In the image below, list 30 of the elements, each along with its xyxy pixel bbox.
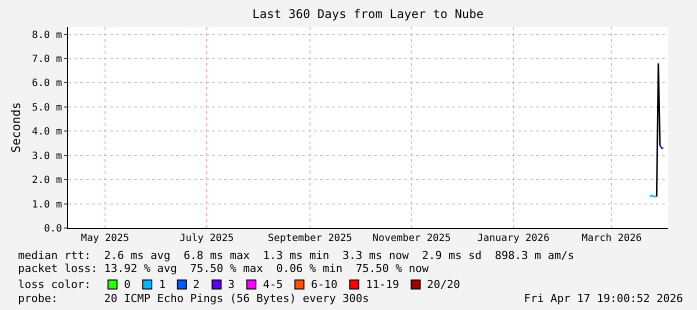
y-tick-label: 8.0 m xyxy=(32,30,62,41)
x-tick-label: July 2025 xyxy=(180,233,234,244)
y-tick-label: 5.0 m xyxy=(32,102,62,114)
legend-title: loss color: xyxy=(18,278,91,291)
y-axis-title: Seconds xyxy=(9,102,24,153)
legend-label: 4-5 xyxy=(263,278,283,291)
y-tick-label: 6.0 m xyxy=(32,78,62,90)
legend-label: 1 xyxy=(159,278,166,291)
text: median rtt: 2.6 ms avg 6.8 ms max 1.3 ms min 3.3 ms now 2.9 ms sd 898.3 m am/s xyxy=(18,249,574,262)
y-tick-label: 4.0 m xyxy=(32,126,62,138)
legend-label: 0 xyxy=(124,278,131,291)
legend-label: 2 xyxy=(193,278,200,291)
legend-label: 3 xyxy=(228,278,235,291)
text: packet loss: 13.92 % avg 75.50 % max 0.06 % min 75.50 % now xyxy=(18,262,429,275)
y-tick-label: 2.0 m xyxy=(32,175,62,186)
y-tick-label: 0.0 xyxy=(44,224,62,234)
y-tick-label: 7.0 m xyxy=(32,54,62,65)
y-tick-label: 1.0 m xyxy=(32,199,62,210)
x-tick-label: May 2025 xyxy=(80,233,130,244)
x-tick-label: September 2025 xyxy=(268,233,352,244)
text: Fri Apr 17 19:00:52 2026 xyxy=(524,292,683,305)
x-tick-label: March 2026 xyxy=(582,233,642,244)
text: probe: 20 ICMP Echo Pings (56 Bytes) every 300s xyxy=(18,292,369,305)
y-tick-label: 3.0 m xyxy=(32,150,62,162)
chart-title: Last 360 Days from Layer to Nube xyxy=(252,7,484,22)
x-tick-label: January 2026 xyxy=(477,233,550,244)
x-tick-label: November 2025 xyxy=(372,233,451,244)
legend-label: 11-19 xyxy=(366,278,400,291)
legend-label: 20/20 xyxy=(427,278,460,291)
legend-label: 6-10 xyxy=(311,278,338,291)
